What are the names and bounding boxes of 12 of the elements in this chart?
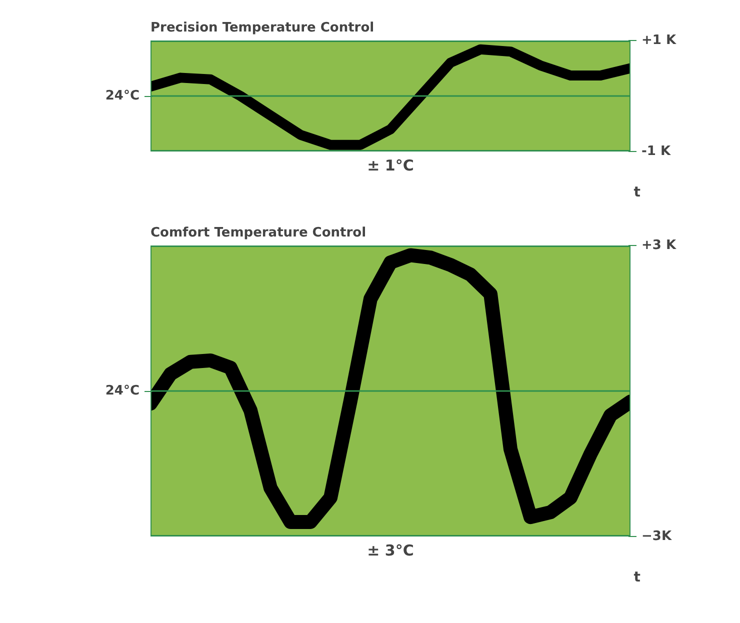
x-axis-title: ± 1°C xyxy=(367,156,414,174)
y-tick-label: +3 K xyxy=(642,238,677,253)
y-tick-label: −3K xyxy=(642,529,672,544)
y-tick-label: +1 K xyxy=(642,33,677,48)
text: t xyxy=(634,570,641,586)
chart-title: Precision Temperature Control xyxy=(150,20,374,36)
x-axis-title: ± 3°C xyxy=(367,542,414,560)
ref-line-label: 24°C xyxy=(105,88,140,104)
text: t xyxy=(634,184,641,200)
chart-title: Comfort Temperature Control xyxy=(150,226,366,240)
ref-line-label: 24°C xyxy=(105,384,140,398)
y-tick-label: -1 K xyxy=(642,144,672,159)
